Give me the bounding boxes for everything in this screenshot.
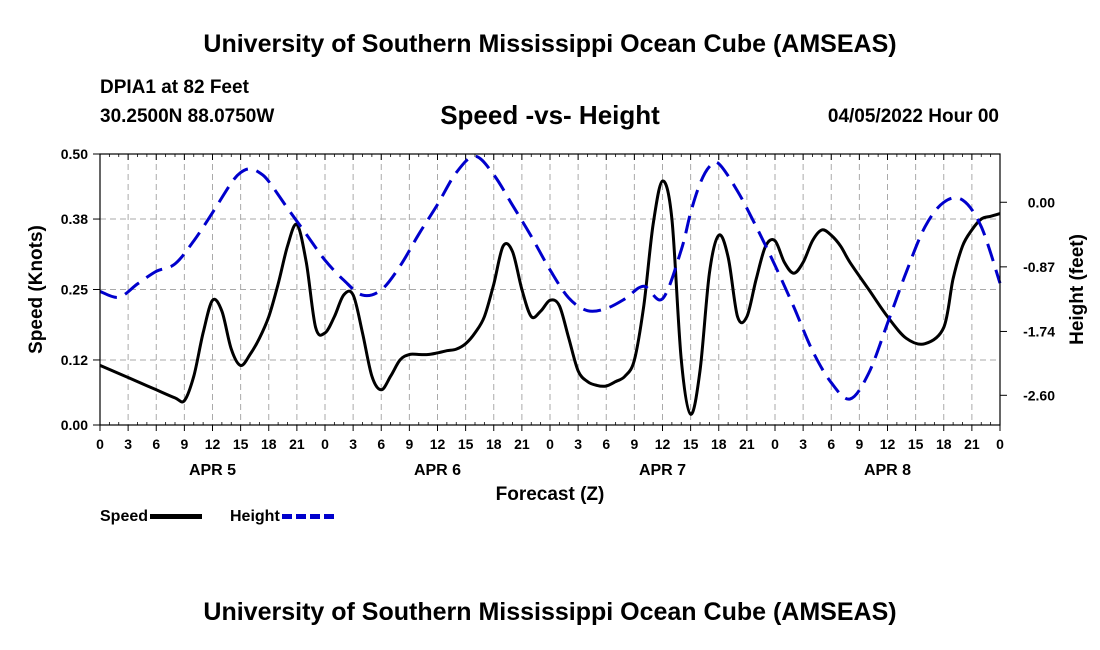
y-left-tick-label: 0.38 (61, 211, 88, 227)
x-tick-label: 6 (152, 436, 160, 452)
y-right-tick-label: -0.87 (1023, 259, 1055, 275)
x-tick-label: 6 (827, 436, 835, 452)
y-axis-right-title: Height (feet) (1067, 234, 1088, 345)
forecast-datetime: 04/05/2022 Hour 00 (827, 106, 999, 127)
legend-speed: Speed (100, 508, 203, 526)
axis-ticks: 0 3 6 9 12 15 18 21 0 3 6 9 12 15 18 21 0 3 6 9 12 15 18 21 0 3 6 9… (61, 146, 1055, 479)
x-tick-label: 6 (602, 436, 610, 452)
x-tick-label: 0 (321, 436, 329, 452)
speed-height-chart: 0 3 6 9 12 15 18 21 0 3 6 9 12 15 18 21 0 3 6 9 12 15 18 21 0 3 6 9… (26, 146, 1088, 505)
grid (100, 154, 1000, 425)
day-label: APR 8 (864, 462, 911, 479)
x-tick-label: 3 (799, 436, 807, 452)
x-tick-label: 12 (655, 436, 671, 452)
legend-height: Height (230, 508, 334, 526)
y-right-tick-label: 0.00 (1028, 194, 1055, 210)
x-tick-label: 9 (630, 436, 638, 452)
chart-subtitle: Speed -vs- Height (440, 100, 660, 130)
legend-speed-swatch (150, 514, 203, 520)
y-left-tick-label: 0.50 (61, 146, 88, 162)
station-label: DPIA1 at 82 Feet (100, 77, 249, 98)
y-left-tick-label: 0.25 (61, 282, 88, 298)
legend-speed-label: Speed (100, 508, 149, 525)
x-tick-label: 0 (96, 436, 104, 452)
x-tick-label: 21 (964, 436, 980, 452)
x-tick-label: 12 (205, 436, 221, 452)
x-tick-label: 0 (996, 436, 1004, 452)
x-tick-label: 21 (289, 436, 305, 452)
x-tick-label: 9 (855, 436, 863, 452)
height-series-line (99, 154, 1002, 401)
legend-height-label: Height (230, 508, 280, 525)
x-tick-label: 15 (908, 436, 924, 452)
y-left-tick-label: 0.12 (61, 352, 88, 368)
y-right-tick-label: -2.60 (1023, 387, 1055, 403)
x-axis-title: Forecast (Z) (496, 484, 605, 505)
y-left-tick-label: 0.00 (61, 417, 88, 433)
y-right-tick-label: -1.74 (1023, 323, 1055, 339)
x-tick-label: 3 (124, 436, 132, 452)
x-tick-label: 0 (771, 436, 779, 452)
x-tick-label: 21 (514, 436, 530, 452)
x-tick-label: 3 (574, 436, 582, 452)
x-tick-label: 18 (486, 436, 502, 452)
y-axis-left-title: Speed (Knots) (26, 225, 47, 354)
x-tick-label: 6 (377, 436, 385, 452)
x-tick-label: 21 (739, 436, 755, 452)
day-label: APR 6 (414, 462, 461, 479)
coordinates-label: 30.2500N 88.0750W (100, 106, 275, 127)
day-label: APR 5 (189, 462, 236, 479)
x-tick-label: 18 (261, 436, 277, 452)
x-tick-label: 15 (458, 436, 474, 452)
x-tick-label: 9 (405, 436, 413, 452)
x-tick-label: 15 (683, 436, 699, 452)
x-tick-label: 15 (233, 436, 249, 452)
x-tick-label: 18 (936, 436, 952, 452)
footer-title: University of Southern Mississippi Ocean… (203, 598, 897, 626)
x-tick-label: 3 (349, 436, 357, 452)
x-tick-label: 9 (180, 436, 188, 452)
series-lines (99, 154, 1002, 416)
x-tick-label: 0 (546, 436, 554, 452)
speed-series-line (99, 179, 1001, 416)
plot-frame (99, 153, 1001, 426)
legend-height-swatch (281, 514, 334, 520)
day-label: APR 7 (639, 462, 686, 479)
chart-main-title: University of Southern Mississippi Ocean… (203, 30, 897, 58)
x-tick-label: 12 (880, 436, 896, 452)
x-tick-label: 18 (711, 436, 727, 452)
x-tick-label: 12 (430, 436, 446, 452)
